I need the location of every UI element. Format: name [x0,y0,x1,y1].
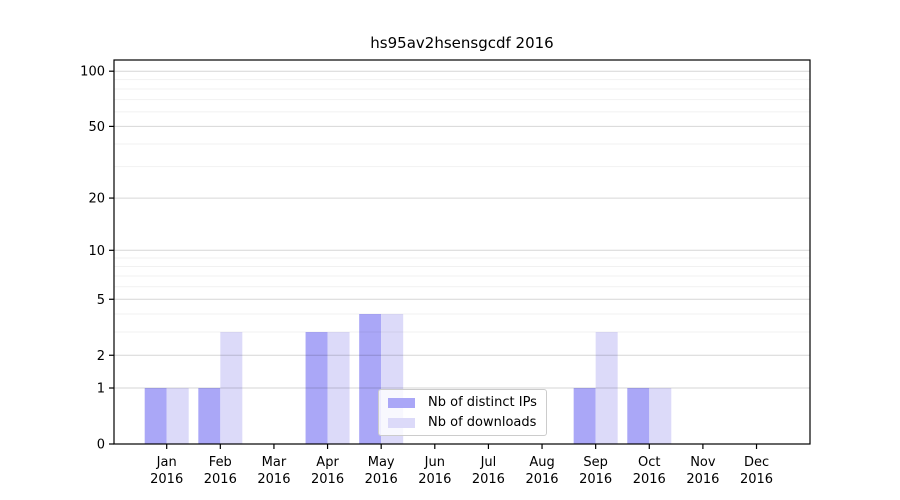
x-tick-label-month-feb: Feb [209,455,232,470]
x-tick-label-year-feb: 2016 [204,472,237,487]
legend-label-downloads: Nb of downloads [428,415,537,430]
x-tick-label-month-oct: Oct [638,455,660,470]
y-tick-label-100: 100 [80,65,105,80]
bar-distinct-ips-apr [305,332,328,444]
bar-downloads-oct [649,388,672,444]
x-tick-label-month-aug: Aug [529,455,554,470]
x-tick-label-year-jan: 2016 [150,472,183,487]
legend-swatch-downloads [388,417,415,428]
legend-item-distinct-ips: Nb of distinct IPs [387,395,538,410]
x-tick-label-year-jul: 2016 [472,472,505,487]
x-tick-label-month-jun: Jun [424,455,445,470]
x-tick-label-month-may: May [368,455,395,470]
bar-distinct-ips-feb [198,388,221,444]
x-tick-label-month-jan: Jan [156,455,177,470]
bar-distinct-ips-oct [627,388,650,444]
y-tick-label-50: 50 [88,120,105,135]
legend-label-distinct-ips: Nb of distinct IPs [428,395,537,410]
bar-downloads-apr [327,332,350,444]
legend-swatch-distinct-ips [388,397,415,408]
x-tick-label-year-sep: 2016 [579,472,612,487]
bar-distinct-ips-jan [144,388,167,444]
x-tick-label-year-aug: 2016 [525,472,558,487]
x-tick-label-month-dec: Dec [744,455,769,470]
x-tick-label-month-apr: Apr [316,455,339,470]
y-tick-label-2: 2 [97,349,105,364]
legend-item-downloads: Nb of downloads [387,415,538,430]
chart-title: hs95av2hsensgcdf 2016 [370,34,554,52]
bar-downloads-feb [220,332,243,444]
y-tick-label-10: 10 [88,244,105,259]
bar-downloads-jan [166,388,189,444]
legend: Nb of distinct IPs Nb of downloads [378,389,547,436]
bar-distinct-ips-may [359,313,382,444]
x-tick-label-year-apr: 2016 [311,472,344,487]
x-tick-label-year-may: 2016 [365,472,398,487]
x-tick-label-year-mar: 2016 [257,472,290,487]
y-tick-label-5: 5 [97,293,105,308]
y-tick-label-20: 20 [88,192,105,207]
x-tick-label-month-jul: Jul [480,455,497,470]
y-tick-label-1: 1 [97,382,105,397]
y-tick-label-0: 0 [97,438,105,453]
x-tick-label-year-oct: 2016 [633,472,666,487]
x-tick-label-month-sep: Sep [583,455,608,470]
x-tick-label-month-nov: Nov [690,455,716,470]
x-tick-label-year-jun: 2016 [418,472,451,487]
bar-distinct-ips-sep [573,388,596,444]
x-tick-label-month-mar: Mar [262,455,287,470]
x-tick-label-year-dec: 2016 [740,472,773,487]
x-tick-label-year-nov: 2016 [686,472,719,487]
plot-frame [113,59,811,445]
bar-downloads-sep [595,332,618,444]
